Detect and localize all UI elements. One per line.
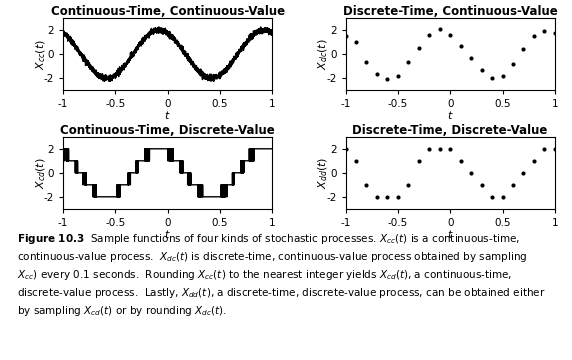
- X-axis label: $t$: $t$: [164, 228, 171, 240]
- Title: Discrete-Time, Continuous-Value: Discrete-Time, Continuous-Value: [343, 5, 558, 18]
- Y-axis label: $X_{cd}(t)$: $X_{cd}(t)$: [34, 157, 47, 189]
- Y-axis label: $X_{dc}(t)$: $X_{dc}(t)$: [316, 38, 330, 70]
- X-axis label: $t$: $t$: [447, 109, 454, 121]
- Title: Continuous-Time, Discrete-Value: Continuous-Time, Discrete-Value: [60, 124, 275, 137]
- Title: Continuous-Time, Continuous-Value: Continuous-Time, Continuous-Value: [50, 5, 285, 18]
- Y-axis label: $X_{cc}(t)$: $X_{cc}(t)$: [34, 39, 47, 69]
- Y-axis label: $X_{dd}(t)$: $X_{dd}(t)$: [316, 157, 330, 189]
- X-axis label: $t$: $t$: [164, 109, 171, 121]
- Title: Discrete-Time, Discrete-Value: Discrete-Time, Discrete-Value: [352, 124, 548, 137]
- X-axis label: $t$: $t$: [447, 228, 454, 240]
- Text: $\mathbf{Figure\ 10.3}$  Sample functions of four kinds of stochastic processes.: $\mathbf{Figure\ 10.3}$ Sample functions…: [17, 232, 546, 318]
